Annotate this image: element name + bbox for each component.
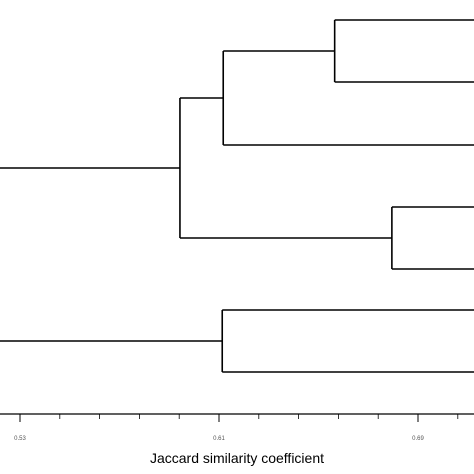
dendrogram-branches bbox=[0, 19, 474, 373]
x-axis-title: Jaccard similarity coefficient bbox=[150, 450, 324, 466]
x-axis: 0.53 0.61 0.69 bbox=[0, 413, 474, 442]
x-tick-label: 0.53 bbox=[14, 436, 26, 442]
x-tick-label: 0.61 bbox=[213, 436, 225, 442]
x-tick-label: 0.69 bbox=[412, 436, 424, 442]
x-axis-ticks: 0.53 0.61 0.69 bbox=[14, 414, 459, 442]
